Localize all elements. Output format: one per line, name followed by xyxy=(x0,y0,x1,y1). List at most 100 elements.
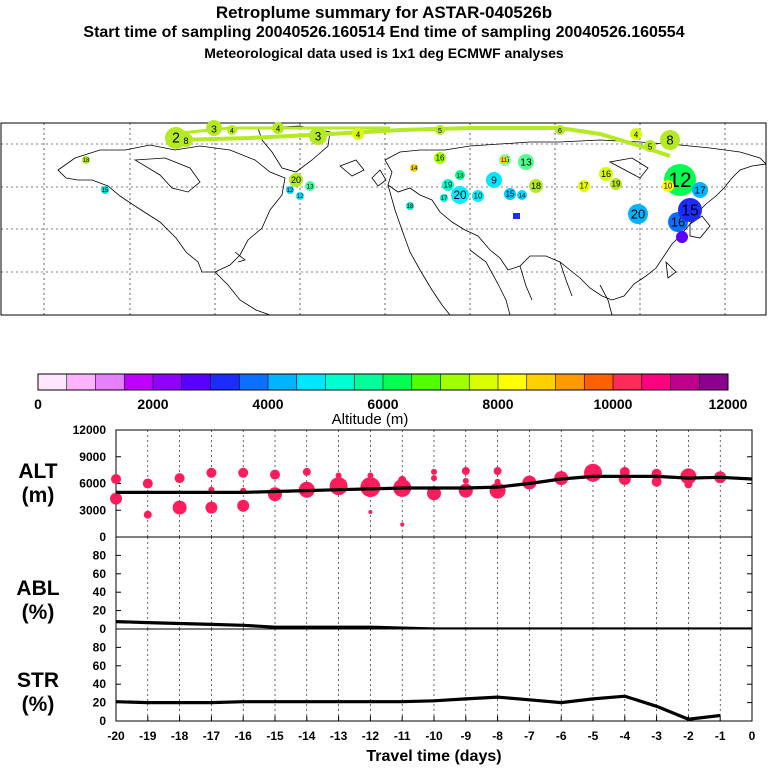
map-marker xyxy=(272,122,284,134)
x-tick-label: -7 xyxy=(524,729,535,743)
altitude-point xyxy=(461,467,470,476)
x-tick-label: -5 xyxy=(588,729,599,743)
map-marker xyxy=(289,173,303,187)
panel-y-label: (%) xyxy=(22,693,55,716)
map-marker-label: 15 xyxy=(102,188,109,194)
panel-y-label: ABL xyxy=(16,577,59,600)
colorbar-swatch xyxy=(469,374,499,390)
map-marker xyxy=(513,213,520,219)
colorbar-label: Altitude (m) xyxy=(332,411,409,428)
altitude-point xyxy=(398,475,407,484)
sampling-times: Start time of sampling 20040526.160514 E… xyxy=(83,24,685,41)
meteo-data-note: Meteorological data used is 1x1 deg ECMW… xyxy=(204,45,564,61)
panel-abl: 0 20 40 60 80 ABL(%) xyxy=(16,536,753,636)
map-marker-label: 10 xyxy=(664,182,673,191)
colorbar-swatch xyxy=(555,374,585,390)
panel-y-label: STR xyxy=(17,669,59,692)
map-marker xyxy=(296,192,304,200)
time-series-panels: 030006000900012000ALT(m)020406080ABL(%)0… xyxy=(16,423,755,765)
y-tick-label: 3000 xyxy=(79,503,106,517)
map-marker-label: 4 xyxy=(634,130,639,139)
map-marker-label: 13 xyxy=(520,158,532,169)
map-marker-label: 4 xyxy=(230,128,234,135)
x-tick-label: -4 xyxy=(619,729,630,743)
map-marker-label: 14 xyxy=(411,166,418,172)
altitude-point xyxy=(458,483,473,498)
altitude-point xyxy=(400,522,405,527)
map-marker xyxy=(628,204,648,224)
panel-y-label: (m) xyxy=(22,484,55,507)
altitude-point xyxy=(142,478,153,489)
trajectory-path xyxy=(174,126,671,158)
x-tick-label: -18 xyxy=(171,729,189,743)
map-marker xyxy=(500,156,508,164)
altitude-point xyxy=(651,476,662,487)
map-marker-label: 16 xyxy=(601,169,611,179)
map-marker-label: 19 xyxy=(444,181,453,190)
colorbar: 0 2000 4000 6000 8000 10000 12000 Altitude (m) xyxy=(34,373,748,428)
map-marker-label: 15 xyxy=(506,190,515,199)
coastlines xyxy=(57,125,767,316)
colorbar-swatch xyxy=(66,374,96,390)
colorbar-tick-label: 2000 xyxy=(137,396,168,412)
map-marker-label: 12 xyxy=(287,188,294,194)
colorbar-swatch xyxy=(95,374,125,390)
map-marker-label: 6 xyxy=(558,128,562,135)
map-marker-label: 14 xyxy=(518,192,526,199)
y-tick-label: 60 xyxy=(93,659,107,673)
map-marker xyxy=(529,179,543,193)
colorbar-tick-label: 4000 xyxy=(252,396,283,412)
map-marker-label: 18 xyxy=(407,204,414,210)
map-cluster-markers: 1815162013121617191820109151413181117161… xyxy=(82,152,708,243)
map-marker xyxy=(599,167,613,181)
y-tick-label: 20 xyxy=(93,604,107,618)
altitude-point xyxy=(111,474,121,485)
colorbar-swatch xyxy=(613,374,643,390)
altitude-point xyxy=(174,473,185,484)
colorbar-swatch xyxy=(526,374,556,390)
colorbar-swatch xyxy=(670,374,700,390)
y-tick-label: 12000 xyxy=(73,423,107,437)
colorbar-tick-label: 8000 xyxy=(482,396,513,412)
map-marker-label: 3 xyxy=(315,130,322,143)
map-marker-label: 17 xyxy=(580,182,589,191)
x-tick-label: -19 xyxy=(139,729,157,743)
colorbar-tick-label: 0 xyxy=(34,396,42,412)
map-marker xyxy=(676,231,688,243)
map-marker-label: 13 xyxy=(456,172,464,179)
x-tick-label: -3 xyxy=(651,729,662,743)
x-axis-label: Travel time (days) xyxy=(366,748,501,765)
altitude-point xyxy=(684,480,693,489)
map-marker xyxy=(518,154,534,170)
y-tick-label: 0 xyxy=(99,714,106,728)
map-marker-label: 17 xyxy=(441,196,448,202)
map-marker-label: 16 xyxy=(436,154,445,163)
colorbar-swatch xyxy=(181,374,211,390)
colorbar-swatch xyxy=(325,374,355,390)
altitude-point xyxy=(302,467,311,476)
x-tick-label: -1 xyxy=(715,729,726,743)
colorbar-swatch xyxy=(354,374,384,390)
map-marker-label: 10 xyxy=(474,192,483,201)
x-tick-label: -16 xyxy=(235,729,253,743)
colorbar-tick-label: 10000 xyxy=(594,396,633,412)
altitude-point xyxy=(206,467,217,478)
map-marker-label: 19 xyxy=(612,180,621,189)
map-marker-label: 4 xyxy=(356,130,361,139)
map-marker xyxy=(486,172,502,188)
panel-y-label: (%) xyxy=(22,601,55,624)
colorbar-swatch xyxy=(124,374,154,390)
map-marker xyxy=(410,164,418,172)
altitude-point xyxy=(367,472,374,479)
altitude-point xyxy=(143,510,152,519)
map-marker-label: 17 xyxy=(694,186,706,197)
y-tick-label: 6000 xyxy=(79,477,106,491)
x-tick-label: 0 xyxy=(749,729,756,743)
x-tick-label: -13 xyxy=(330,729,348,743)
altitude-point xyxy=(584,463,602,482)
altitude-point xyxy=(680,468,697,485)
map-marker-label: 9 xyxy=(491,176,497,187)
y-tick-label: 80 xyxy=(93,548,107,562)
y-tick-label: 40 xyxy=(93,677,107,691)
